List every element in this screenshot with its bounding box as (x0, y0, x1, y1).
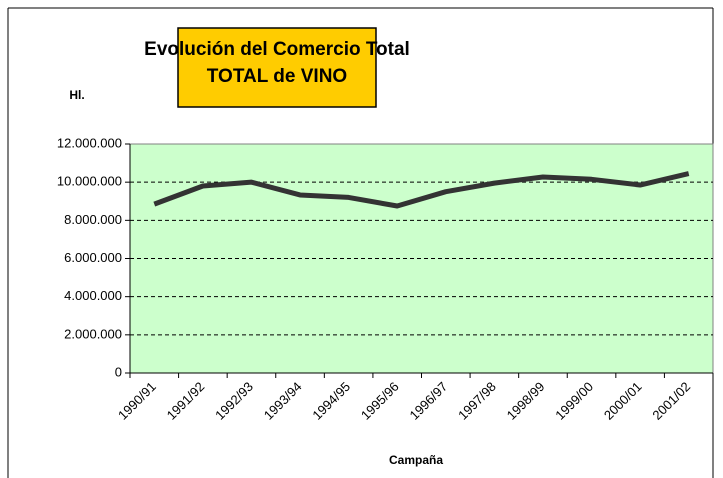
x-axis-label: Campaña (389, 453, 443, 467)
y-tick-label: 2.000.000 (64, 326, 122, 341)
x-tick-label: 1996/97 (407, 379, 451, 423)
x-tick-label: 1995/96 (358, 379, 402, 423)
y-tick-label: 12.000.000 (57, 135, 122, 150)
x-tick-label: 2000/01 (601, 379, 645, 423)
x-tick-label: 2001/02 (649, 379, 693, 423)
x-tick-label: 1997/98 (455, 379, 499, 423)
x-tick-label: 1998/99 (504, 379, 548, 423)
x-tick-label: 1991/92 (164, 379, 208, 423)
chart-title: Evolución del Comercio Total (144, 39, 410, 60)
y-tick-label: 8.000.000 (64, 212, 122, 227)
x-tick-label: 1999/00 (552, 379, 596, 423)
chart-subtitle: TOTAL de VINO (207, 66, 347, 87)
y-tick-label: 10.000.000 (57, 174, 122, 189)
y-tick-label: 6.000.000 (64, 250, 122, 265)
series-line (153, 171, 690, 209)
y-tick-label: 4.000.000 (64, 288, 122, 303)
x-tick-label: 1993/94 (261, 379, 305, 423)
x-tick-label: 1990/91 (115, 379, 159, 423)
y-tick-label: 0 (115, 364, 122, 379)
x-tick-label: 1992/93 (212, 379, 256, 423)
x-tick-label: 1994/95 (309, 379, 353, 423)
y-axis-label: Hl. (69, 88, 84, 102)
title-box (177, 27, 377, 108)
